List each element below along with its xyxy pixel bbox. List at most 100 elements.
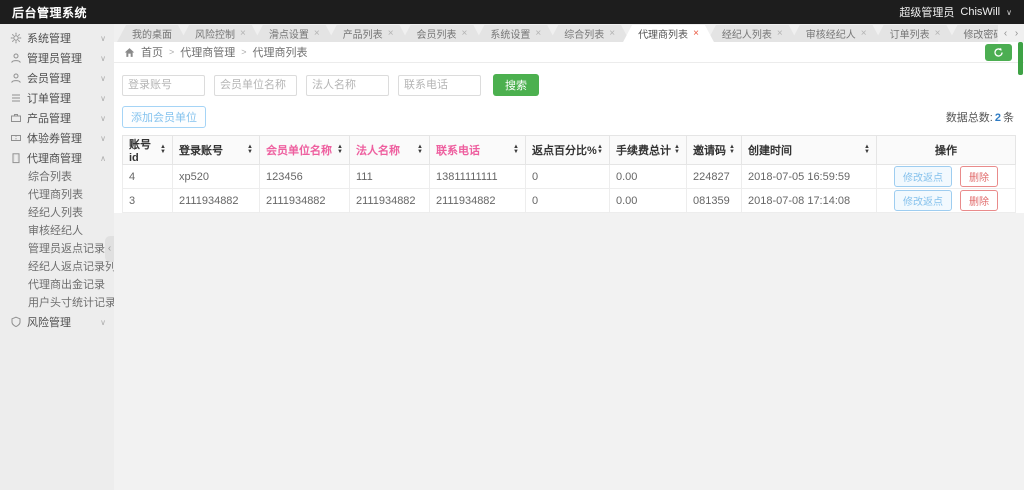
contact-phone-input[interactable] <box>398 74 481 96</box>
cell-actions: 修改返点 删除 <box>876 164 1016 189</box>
search-button[interactable]: 搜索 <box>493 74 539 96</box>
tab-slippage-settings[interactable]: 滑点设置 × <box>254 25 335 42</box>
chevron-down-icon: ∨ <box>100 33 106 43</box>
chevron-down-icon: ∨ <box>100 113 106 123</box>
breadcrumb-home[interactable]: 首页 <box>141 47 163 59</box>
tabs: 我的桌面 风险控制 × 滑点设置 × 产品列表 × 会员列表 × 系统设置 × 综合列表 ×… <box>117 25 998 42</box>
building-icon <box>12 153 20 164</box>
tab-broker-list[interactable]: 经纪人列表 × <box>707 25 798 42</box>
tab-broker-review[interactable]: 审核经纪人 × <box>791 25 882 42</box>
sidebar-subitem-broker-rebate-records[interactable]: 经纪人返点记录列表 <box>28 261 114 273</box>
col-invite-code[interactable]: 邀请码 ▲ ▼ <box>686 135 742 165</box>
close-icon[interactable]: × <box>776 27 783 39</box>
sidebar-collapse-handle[interactable]: ‹ <box>105 236 114 262</box>
close-icon[interactable]: × <box>313 27 320 39</box>
sidebar-subitem-broker-list[interactable]: 经纪人列表 <box>28 207 83 219</box>
cell-rebate-percent: 0 <box>525 164 610 189</box>
gear-icon <box>10 32 22 44</box>
sort-icon: ▲ ▼ <box>864 144 870 155</box>
tab-member-list[interactable]: 会员列表 × <box>402 25 483 42</box>
sidebar-item-risk[interactable]: 风险管理 ∨ <box>0 312 114 332</box>
table-header-row: 账号id ▲ ▼ 登录账号 ▲ ▼ 会员单位名称 ▲ ▼ 法人名称 ▲ ▼ 联系电话 ▲ ▼ 返点百… <box>122 135 1016 165</box>
sidebar-subitem-admin-rebate-records[interactable]: 管理员返点记录列表 <box>28 243 114 255</box>
sidebar-item-members[interactable]: 会员管理 ∨ <box>0 68 114 88</box>
close-icon[interactable]: × <box>387 27 394 39</box>
tab-overview-list[interactable]: 综合列表 × <box>549 25 630 42</box>
delete-button[interactable]: 删除 <box>960 190 998 211</box>
tab-order-list[interactable]: 订单列表 × <box>875 25 956 42</box>
member-unit-name-input[interactable] <box>214 74 297 96</box>
tab-agent-list[interactable]: 代理商列表 × <box>623 25 714 42</box>
content-panel: 搜索 添加会员单位 数据总数:2条 账 <box>114 63 1024 213</box>
col-account-id[interactable]: 账号id ▲ ▼ <box>122 135 173 165</box>
agent-table: 账号id ▲ ▼ 登录账号 ▲ ▼ 会员单位名称 ▲ ▼ 法人名称 ▲ ▼ 联系电话 ▲ ▼ 返点百… <box>122 135 1016 213</box>
tab-scroll-left-icon[interactable]: ‹ <box>1003 28 1008 39</box>
breadcrumb: 首页 > 代理商管理 > 代理商列表 <box>114 42 1024 63</box>
sidebar-subitem-user-position-stats[interactable]: 用户头寸统计记录 <box>28 297 114 309</box>
sidebar-subitem-agent-withdraw-records[interactable]: 代理商出金记录 <box>28 279 105 291</box>
cell-fee-total: 0.00 <box>609 188 687 213</box>
col-rebate-percent[interactable]: 返点百分比% ▲ ▼ <box>525 135 610 165</box>
tab-system-settings[interactable]: 系统设置 × <box>475 25 556 42</box>
order-list-icon <box>12 94 20 102</box>
tab-scroll-nav: ‹ › <box>1000 26 1022 41</box>
add-member-unit-button[interactable]: 添加会员单位 <box>122 106 206 128</box>
tab-change-password[interactable]: 修改密码× <box>948 25 998 42</box>
breadcrumb-current: 代理商列表 <box>252 47 308 59</box>
vertical-scrollbar-thumb[interactable] <box>1018 42 1023 75</box>
legal-person-input[interactable] <box>306 74 389 96</box>
edit-rebate-button[interactable]: 修改返点 <box>894 166 952 187</box>
briefcase-icon <box>11 114 21 122</box>
sort-icon: ▲ ▼ <box>729 144 735 155</box>
refresh-button[interactable] <box>985 44 1012 61</box>
content-filler <box>114 213 1024 490</box>
sidebar-item-coupons[interactable]: 体验券管理 ∨ <box>0 128 114 148</box>
close-icon[interactable]: × <box>934 27 941 39</box>
col-legal-person[interactable]: 法人名称 ▲ ▼ <box>349 135 430 165</box>
edit-rebate-button[interactable]: 修改返点 <box>894 190 952 211</box>
member-user-icon <box>11 73 21 83</box>
search-form: 搜索 <box>122 70 1016 105</box>
sort-icon: ▲ ▼ <box>597 144 603 155</box>
sidebar-item-products[interactable]: 产品管理 ∨ <box>0 108 114 128</box>
sidebar-item-admins[interactable]: 管理员管理 ∨ <box>0 48 114 68</box>
close-icon[interactable]: × <box>609 27 616 39</box>
delete-button[interactable]: 删除 <box>960 166 998 187</box>
tab-scroll-right-icon[interactable]: › <box>1014 28 1019 39</box>
close-icon[interactable]: × <box>240 27 246 39</box>
sort-icon: ▲ ▼ <box>417 144 423 155</box>
chevron-down-icon: ∨ <box>100 317 106 327</box>
close-icon[interactable]: × <box>461 27 468 39</box>
tab-product-list[interactable]: 产品列表 × <box>328 25 409 42</box>
cell-legal-person: 111 <box>349 164 430 189</box>
col-login-account[interactable]: 登录账号 ▲ ▼ <box>172 135 260 165</box>
user-menu[interactable]: 超级管理员 ChisWill ∨ <box>899 4 1012 20</box>
close-icon[interactable]: × <box>693 27 699 39</box>
close-icon[interactable]: × <box>535 27 542 39</box>
col-created-at[interactable]: 创建时间 ▲ ▼ <box>741 135 877 165</box>
chevron-down-icon: ∨ <box>100 53 106 63</box>
sidebar-item-system[interactable]: 系统管理 ∨ <box>0 28 114 48</box>
tab-my-desktop[interactable]: 我的桌面 <box>117 25 187 42</box>
sidebar-item-label: 风险管理 <box>27 317 71 329</box>
login-account-input[interactable] <box>122 74 205 96</box>
breadcrumb-agent-management[interactable]: 代理商管理 <box>180 47 236 59</box>
topbar: 后台管理系统 超级管理员 ChisWill ∨ <box>0 0 1024 24</box>
user-name: ChisWill <box>960 6 1001 18</box>
close-icon[interactable]: × <box>860 27 867 39</box>
col-contact-phone[interactable]: 联系电话 ▲ ▼ <box>429 135 526 165</box>
sidebar-subitem-broker-review[interactable]: 审核经纪人 <box>28 225 83 237</box>
sidebar-subitem-overview-list[interactable]: 综合列表 <box>28 171 72 183</box>
cell-login-account: 2111934882 <box>172 188 260 213</box>
col-member-unit-name[interactable]: 会员单位名称 ▲ ▼ <box>259 135 350 165</box>
table-row: 4 xp520 123456 111 13811111111 0 0.00 22… <box>122 164 1016 189</box>
sidebar-item-agents[interactable]: 代理商管理 ∧ <box>0 148 114 168</box>
sidebar-item-label: 管理员管理 <box>27 53 82 65</box>
cell-contact-phone: 13811111111 <box>429 164 526 189</box>
sidebar-subitem-agent-list[interactable]: 代理商列表 <box>28 189 83 201</box>
table-toolbar: 添加会员单位 数据总数: 2 条 <box>122 105 1016 135</box>
shield-icon <box>11 316 21 328</box>
sidebar-item-orders[interactable]: 订单管理 ∨ <box>0 88 114 108</box>
col-fee-total[interactable]: 手续费总计 ▲ ▼ <box>609 135 687 165</box>
tab-risk-control[interactable]: 风险控制 × <box>180 25 261 42</box>
